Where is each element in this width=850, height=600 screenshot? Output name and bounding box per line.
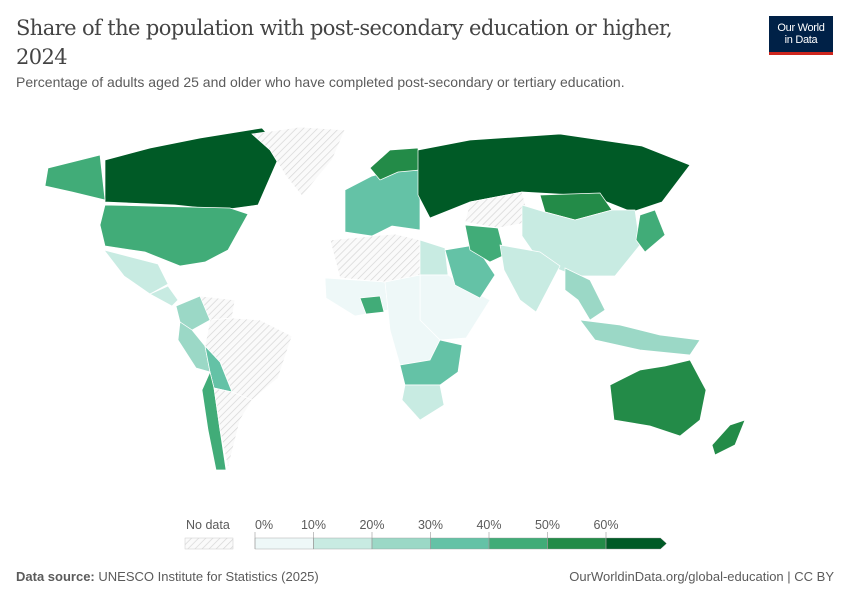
country-north-africa[interactable] bbox=[329, 233, 421, 283]
data-source: Data source: UNESCO Institute for Statis… bbox=[16, 569, 319, 584]
country-greenland[interactable] bbox=[251, 126, 346, 197]
country-canada[interactable] bbox=[104, 127, 283, 211]
chart-subtitle: Percentage of adults aged 25 and older w… bbox=[16, 74, 625, 90]
country-egypt[interactable] bbox=[419, 239, 449, 276]
country-colombia[interactable] bbox=[175, 295, 211, 331]
legend-tick-label: 0% bbox=[255, 518, 273, 532]
source-label: Data source: bbox=[16, 569, 95, 584]
owid-logo[interactable]: Our World in Data bbox=[769, 16, 833, 55]
legend-bin-2[interactable] bbox=[371, 537, 431, 550]
legend-tick-label: 20% bbox=[359, 518, 384, 532]
country-new-zealand[interactable] bbox=[711, 419, 746, 456]
country-kazakhstan[interactable] bbox=[464, 191, 531, 229]
legend-tick-label: 50% bbox=[535, 518, 560, 532]
country-argentina[interactable] bbox=[213, 387, 253, 469]
country-india[interactable] bbox=[499, 244, 561, 313]
country-japan[interactable] bbox=[635, 209, 666, 253]
country-australia[interactable] bbox=[609, 359, 707, 437]
legend-tick-label: 40% bbox=[476, 518, 501, 532]
legend-bin-5[interactable] bbox=[547, 537, 607, 550]
country-southeast-asia[interactable] bbox=[564, 267, 606, 321]
country-central-america[interactable] bbox=[149, 285, 179, 307]
country-nigeria[interactable] bbox=[359, 295, 385, 315]
legend-bin-0[interactable] bbox=[254, 537, 314, 550]
logo-line1: Our World bbox=[777, 22, 825, 34]
legend-bin-3[interactable] bbox=[430, 537, 490, 550]
legend-no-data-swatch[interactable] bbox=[184, 537, 234, 550]
legend-no-data-label: No data bbox=[186, 518, 230, 532]
chart-title: Share of the population with post-second… bbox=[16, 16, 673, 69]
legend-bin-4[interactable] bbox=[488, 537, 548, 550]
legend-bin-6[interactable] bbox=[605, 537, 667, 550]
legend-tick-label: 30% bbox=[418, 518, 443, 532]
country-iran[interactable] bbox=[464, 224, 506, 263]
logo-line2: in Data bbox=[784, 34, 818, 46]
country-united-states[interactable] bbox=[99, 204, 249, 267]
legend-bin-1[interactable] bbox=[313, 537, 373, 550]
world-map bbox=[44, 126, 746, 471]
country-south-africa[interactable] bbox=[401, 384, 445, 421]
legend-tick-label: 10% bbox=[301, 518, 326, 532]
source-text: UNESCO Institute for Statistics (2025) bbox=[98, 569, 319, 584]
country-indonesia[interactable] bbox=[579, 319, 701, 356]
color-legend: No data 0% 10% 20% 30% 40% 50% 60% bbox=[184, 518, 667, 550]
country-alaska[interactable] bbox=[44, 154, 106, 201]
country-mexico[interactable] bbox=[103, 249, 169, 295]
legend-tick-label: 60% bbox=[593, 518, 618, 532]
country-europe[interactable] bbox=[344, 169, 421, 237]
credit-link[interactable]: OurWorldinData.org/global-education | CC… bbox=[569, 569, 834, 584]
